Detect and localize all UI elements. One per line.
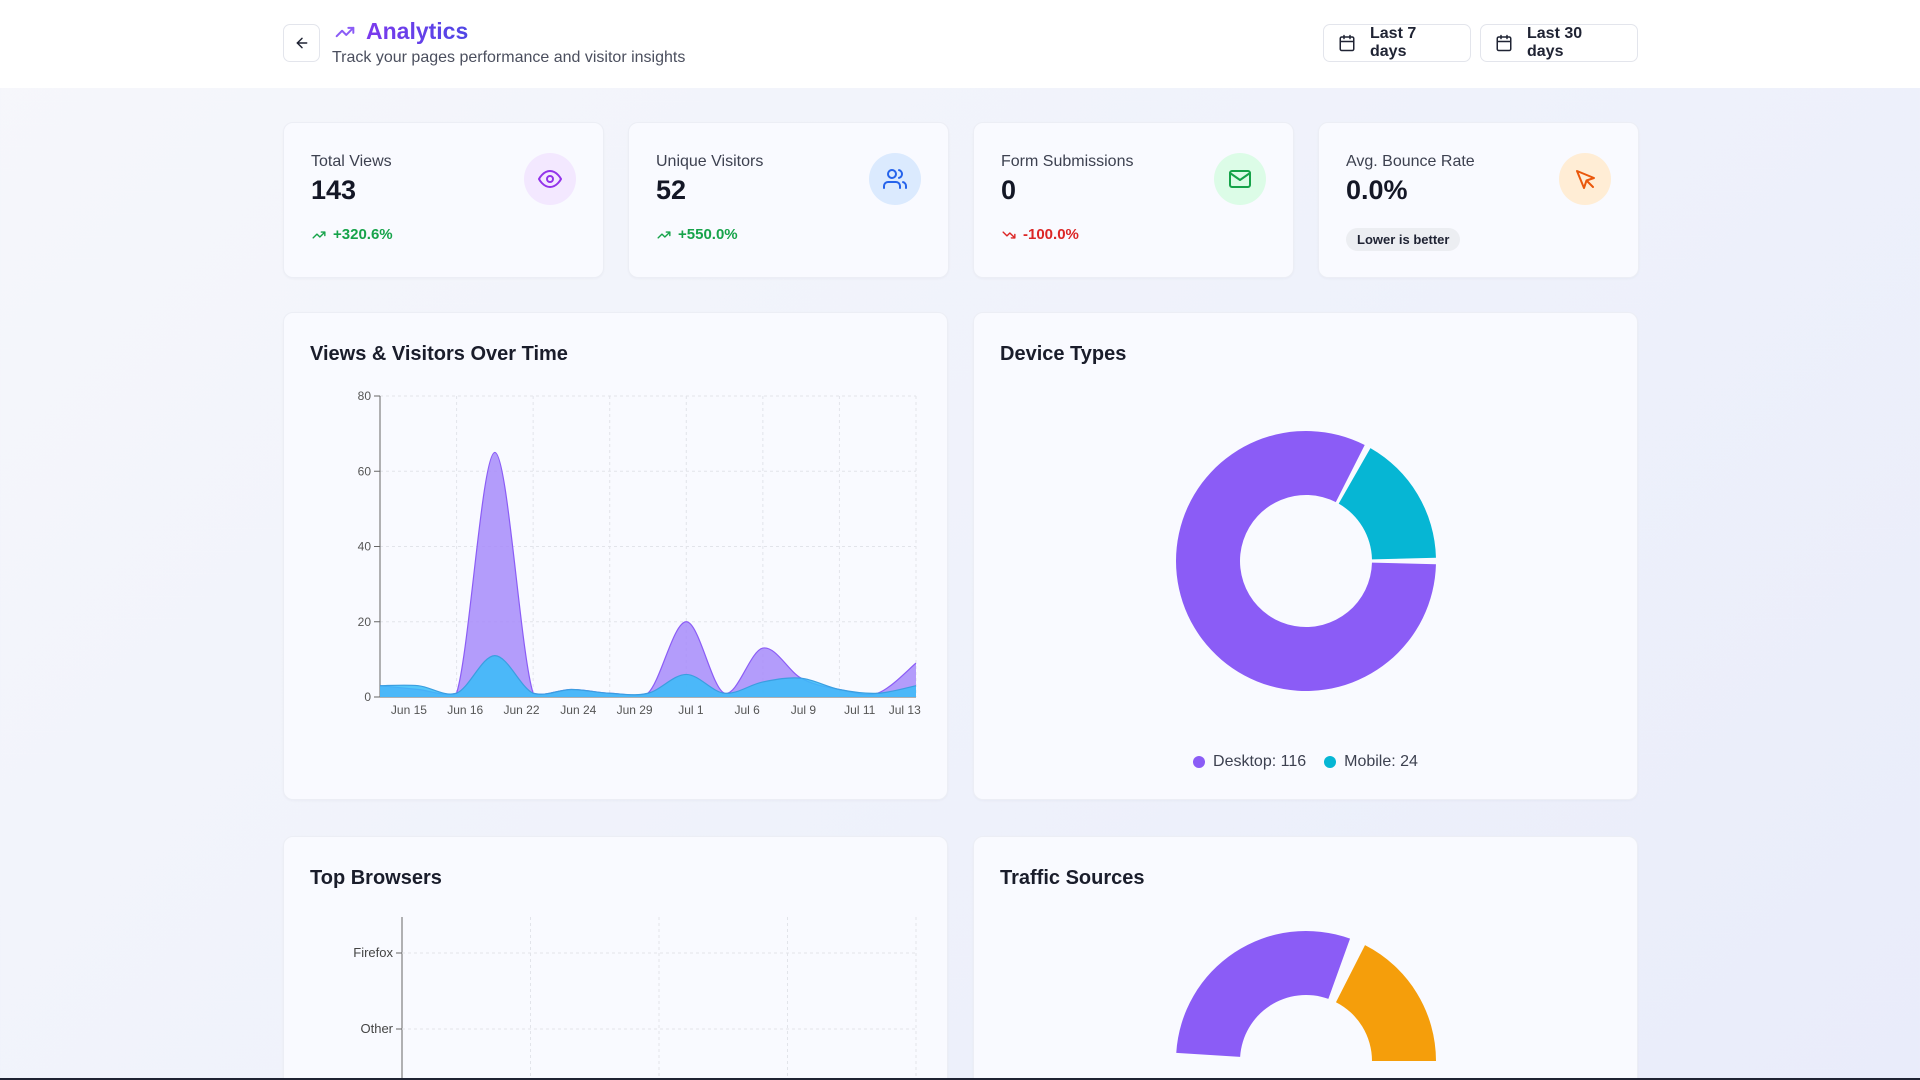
- x-tick-label: Jun 24: [560, 703, 596, 717]
- panel-title: Top Browsers: [310, 867, 442, 889]
- device-types-donut-chart[interactable]: [974, 313, 1639, 733]
- series-line: [379, 655, 917, 696]
- stat-change-value: -100.0%: [1023, 226, 1079, 243]
- series-area: [380, 655, 916, 697]
- page-title: Analytics: [366, 18, 469, 44]
- stat-label: Total Views: [311, 153, 392, 170]
- stat-change-value: +320.6%: [333, 226, 393, 243]
- page-title-row: Analytics: [332, 18, 468, 45]
- legend-item-desktop: Desktop: 116: [1193, 753, 1306, 771]
- calendar-icon: [1495, 34, 1513, 52]
- eye-icon: [524, 153, 576, 205]
- x-tick-label: Jun 16: [447, 703, 483, 717]
- y-tick-label: 40: [358, 540, 372, 554]
- legend-item-mobile: Mobile: 24: [1324, 753, 1418, 771]
- category-label: Firefox: [353, 945, 393, 960]
- panel-title: Device Types: [1000, 343, 1127, 365]
- stat-card-bounce-rate: Avg. Bounce Rate 0.0% Lower is better: [1318, 122, 1639, 278]
- stat-change: +550.0%: [656, 226, 738, 243]
- users-icon: [869, 153, 921, 205]
- traffic-sources-donut-chart[interactable]: [974, 837, 1639, 1080]
- stat-label: Unique Visitors: [656, 153, 764, 170]
- x-tick-label: Jul 9: [791, 703, 817, 717]
- trending-up-icon: [312, 230, 326, 239]
- device-legend: Desktop: 116 Mobile: 24: [974, 753, 1637, 771]
- calendar-icon: [1338, 34, 1356, 52]
- stat-value: 143: [311, 175, 357, 205]
- stat-label: Form Submissions: [1001, 153, 1134, 170]
- last-7-days-button[interactable]: Last 7 days: [1323, 24, 1471, 62]
- slice-orange: [1335, 945, 1436, 1061]
- views-visitors-area-chart[interactable]: 0 20 40 60 80 Jun 15 Jun 16 Jun 22 Jun 24 Jun 29 J…: [284, 313, 949, 801]
- stat-card-form-submissions: Form Submissions 0 -100.0%: [973, 122, 1294, 278]
- category-label: Other: [360, 1021, 393, 1036]
- x-tick-label: Jul 13: [889, 703, 921, 717]
- slice-purple: [1176, 931, 1351, 1057]
- trending-up-icon: [332, 19, 358, 45]
- x-tick-label: Jul 11: [844, 703, 875, 717]
- last-7-days-label: Last 7 days: [1370, 25, 1417, 60]
- last-30-days-button[interactable]: Last 30 days: [1480, 24, 1638, 62]
- series-area: [380, 452, 916, 697]
- x-tick-label: Jun 15: [391, 703, 427, 717]
- traffic-sources-panel: Traffic Sources: [973, 836, 1638, 1080]
- x-tick-label: Jun 22: [503, 703, 539, 717]
- panel-title: Traffic Sources: [1000, 867, 1145, 889]
- y-tick-label: 0: [364, 690, 371, 704]
- x-tick-label: Jul 6: [734, 703, 760, 717]
- back-button[interactable]: [283, 24, 320, 62]
- stat-change-value: +550.0%: [678, 226, 738, 243]
- trending-up-icon: [657, 230, 671, 239]
- lower-is-better-badge: Lower is better: [1346, 228, 1461, 251]
- stat-value: 0.0%: [1346, 175, 1408, 205]
- slice-desktop: [1176, 431, 1436, 691]
- mail-icon: [1214, 153, 1266, 205]
- stat-value: 52: [656, 175, 687, 205]
- views-over-time-panel: Views & Visitors Over Time 0 20 40 60 80 Jun …: [283, 312, 948, 800]
- stat-change: +320.6%: [311, 226, 393, 243]
- bottom-border: [0, 1078, 1920, 1080]
- desktop-swatch: [1193, 756, 1206, 768]
- top-bar: Analytics Track your pages performance a…: [0, 0, 1920, 88]
- stat-change: -100.0%: [1001, 226, 1079, 243]
- device-types-panel: Device Types Desktop: 116 Mobile: 24: [973, 312, 1638, 800]
- series-line: [379, 451, 917, 696]
- stat-card-unique-visitors: Unique Visitors 52 +550.0%: [628, 122, 949, 278]
- top-browsers-bar-chart[interactable]: Firefox Other: [284, 837, 949, 1080]
- stat-card-total-views: Total Views 143 +320.6%: [283, 122, 604, 278]
- y-tick-label: 60: [358, 464, 372, 478]
- stat-value: 0: [1001, 175, 1017, 205]
- trending-down-icon: [1002, 230, 1016, 239]
- last-30-days-label: Last 30 days: [1527, 25, 1583, 60]
- page-subtitle: Track your pages performance and visitor…: [332, 49, 686, 66]
- cursor-icon: [1559, 153, 1611, 205]
- stat-label: Avg. Bounce Rate: [1346, 153, 1475, 170]
- legend-desktop-label: Desktop: 116: [1213, 753, 1307, 770]
- top-browsers-panel: Top Browsers Firefox Other: [283, 836, 948, 1080]
- x-tick-label: Jul 1: [678, 703, 704, 717]
- slice-mobile: [1338, 448, 1436, 560]
- panel-title: Views & Visitors Over Time: [310, 343, 568, 365]
- legend-mobile-label: Mobile: 24: [1344, 753, 1418, 770]
- y-tick-label: 80: [358, 389, 372, 403]
- arrow-left-icon: [296, 37, 307, 49]
- mobile-swatch: [1324, 756, 1337, 768]
- y-tick-label: 20: [358, 615, 372, 629]
- x-tick-label: Jun 29: [617, 703, 653, 717]
